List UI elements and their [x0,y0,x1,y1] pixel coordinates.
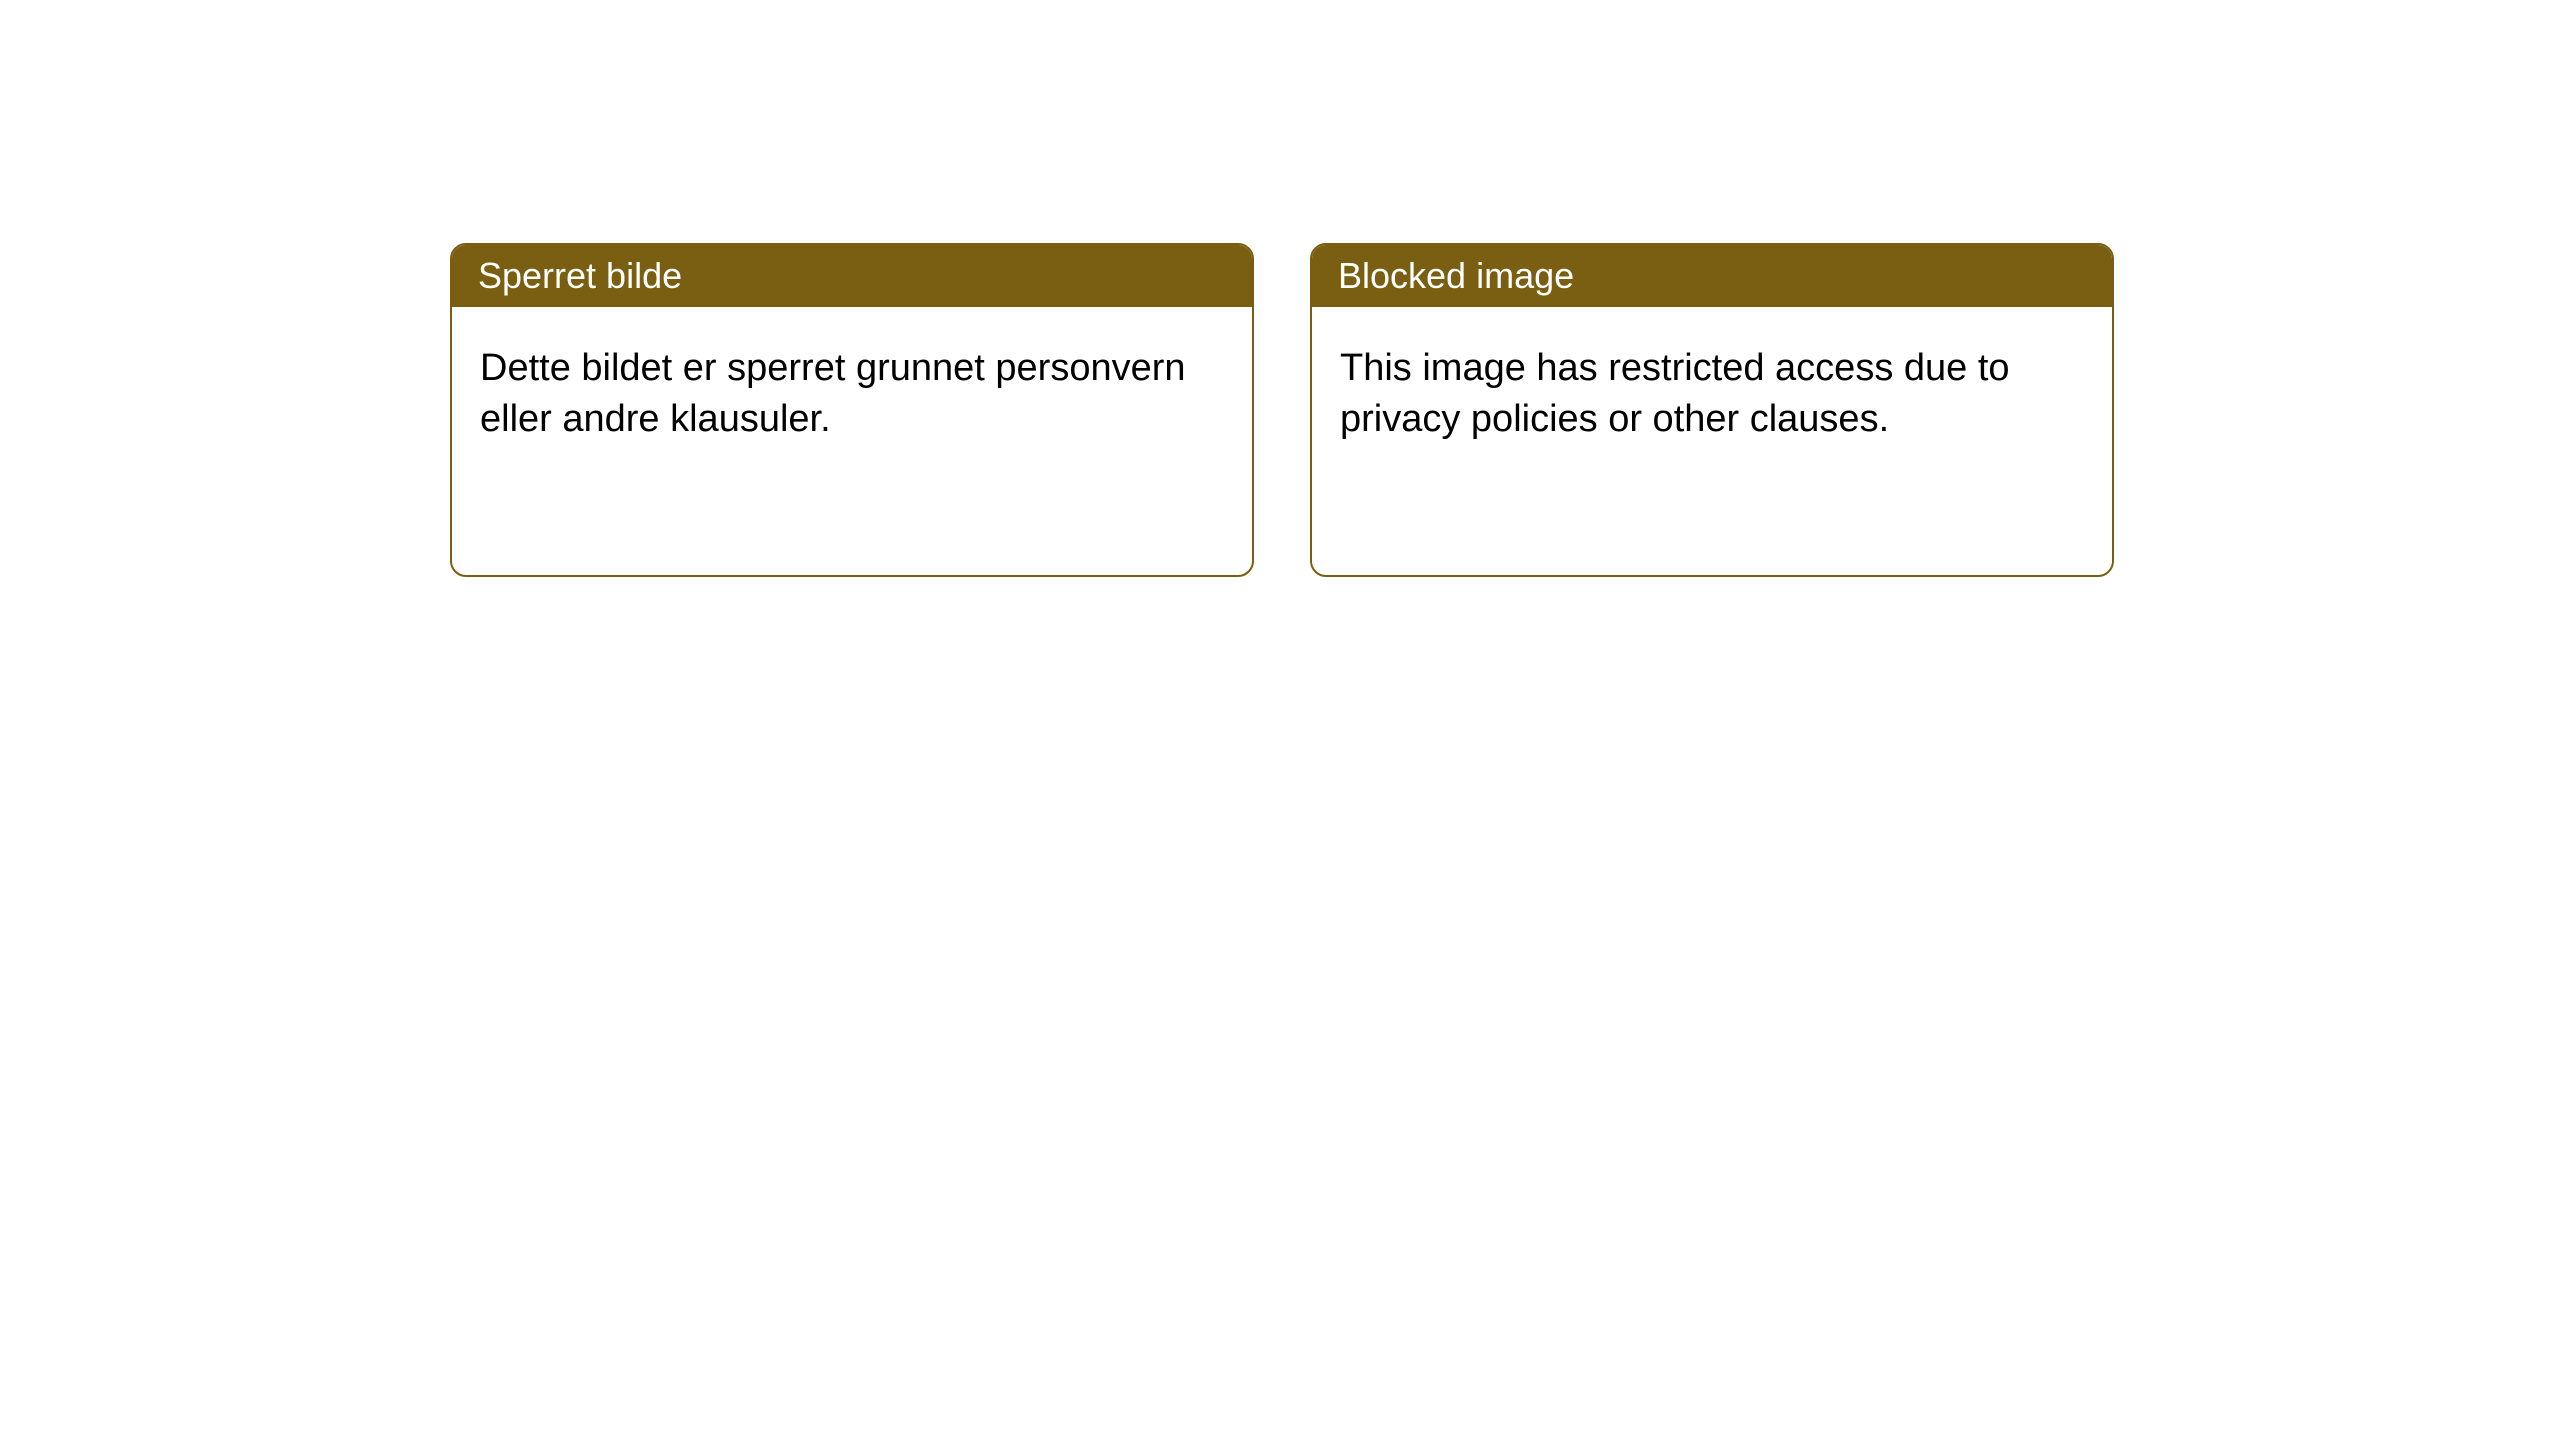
card-body-text: This image has restricted access due to … [1312,307,2112,482]
card-title: Sperret bilde [452,245,1252,307]
notice-container: Sperret bilde Dette bildet er sperret gr… [450,243,2114,577]
card-body-text: Dette bildet er sperret grunnet personve… [452,307,1252,482]
notice-card-norwegian: Sperret bilde Dette bildet er sperret gr… [450,243,1254,577]
notice-card-english: Blocked image This image has restricted … [1310,243,2114,577]
card-title: Blocked image [1312,245,2112,307]
